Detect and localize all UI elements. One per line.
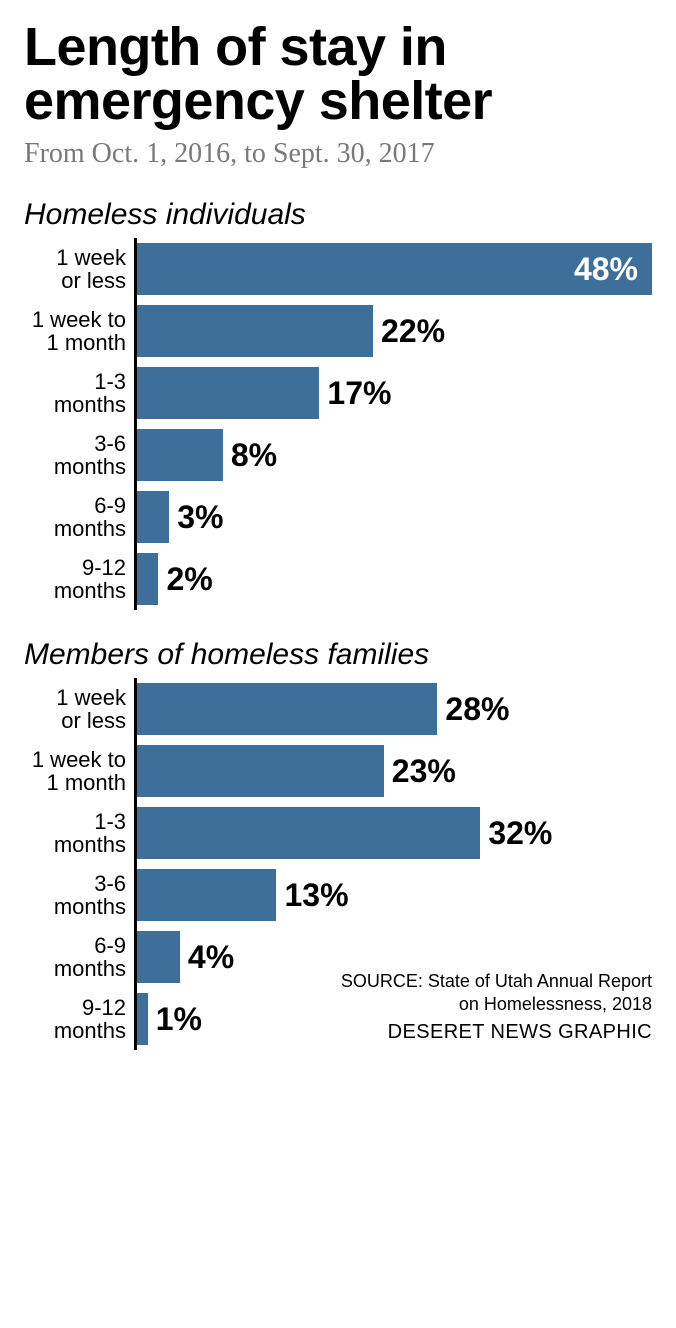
bar-row: 1 weekor less 28%	[24, 678, 652, 740]
bar-category-label: 9-12months	[24, 996, 134, 1042]
bar	[137, 931, 180, 983]
bar-category-label-line: or less	[61, 708, 126, 733]
bar-category-label-line: months	[54, 454, 126, 479]
bar-track: 32%	[137, 802, 652, 864]
bar-category-label: 1-3months	[24, 370, 134, 416]
bar-category-label-line: months	[54, 392, 126, 417]
bar-row: 6-9months 3%	[24, 486, 652, 548]
chart-title: Length of stay in emergency shelter	[24, 20, 652, 128]
bar-category-label: 3-6months	[24, 432, 134, 478]
bar-value-label: 1%	[156, 1001, 202, 1038]
bar-category-label-line: months	[54, 578, 126, 603]
bar-row: 1 week to1 month 23%	[24, 740, 652, 802]
bar-category-label-line: months	[54, 832, 126, 857]
bar-category-label: 1-3months	[24, 810, 134, 856]
bar-value-label: 8%	[231, 437, 277, 474]
bar-track: 17%	[137, 362, 652, 424]
bar-category-label-line: or less	[61, 268, 126, 293]
chart-subtitle: From Oct. 1, 2016, to Sept. 30, 2017	[24, 138, 652, 170]
bar-value-label: 48%	[574, 251, 638, 288]
bar-row: 9-12months 2%	[24, 548, 652, 610]
bar-value-label: 3%	[177, 499, 223, 536]
bar-category-label-line: 9-12	[82, 555, 126, 580]
bar-category-label-line: 1-3	[94, 369, 126, 394]
bar-category-label-line: months	[54, 894, 126, 919]
source-line: SOURCE: State of Utah Annual Report	[341, 970, 652, 993]
bar-row: 1 week to1 month 22%	[24, 300, 652, 362]
bar	[137, 367, 319, 419]
bar-category-label-line: 9-12	[82, 995, 126, 1020]
bar-value-label: 32%	[488, 815, 552, 852]
charts-container: Homeless individuals1 weekor less48%1 we…	[24, 198, 652, 1050]
bar-category-label: 9-12months	[24, 556, 134, 602]
bar-category-label: 6-9months	[24, 494, 134, 540]
bar-category-label-line: months	[54, 956, 126, 981]
bar-row: 1 weekor less 48%	[24, 238, 652, 300]
bar-category-label: 3-6months	[24, 872, 134, 918]
bar-category-label: 1 week to1 month	[24, 748, 134, 794]
bar-track: 28%	[137, 678, 652, 740]
section-title: Members of homeless families	[24, 638, 652, 672]
bar-row: 1-3months 17%	[24, 362, 652, 424]
bar-value-label: 13%	[284, 877, 348, 914]
bar-category-label-line: 1 week	[56, 245, 126, 270]
bar-track: 48%	[137, 238, 652, 300]
bar-category-label-line: 1 month	[47, 770, 127, 795]
bar-value-label: 2%	[166, 561, 212, 598]
bar-row: 1-3months 32%	[24, 802, 652, 864]
bar-value-label: 4%	[188, 939, 234, 976]
section-title: Homeless individuals	[24, 198, 652, 232]
bar-category-label: 1 week to1 month	[24, 308, 134, 354]
bar-category-label-line: 1 week	[56, 685, 126, 710]
source-block: SOURCE: State of Utah Annual Reporton Ho…	[341, 970, 652, 1044]
bar-track: 22%	[137, 300, 652, 362]
source-line: on Homelessness, 2018	[341, 993, 652, 1016]
bar-row: 3-6months 8%	[24, 424, 652, 486]
bar-track: 13%	[137, 864, 652, 926]
bar-chart: 1 weekor less28%1 week to1 month23%1-3mo…	[24, 678, 652, 1050]
bar-category-label-line: 6-9	[94, 493, 126, 518]
bar	[137, 491, 169, 543]
bar-category-label-line: 1 week to	[32, 307, 126, 332]
bar-track: 3%	[137, 486, 652, 548]
bar-track: 2%	[137, 548, 652, 610]
bar-value-label: 22%	[381, 313, 445, 350]
bar-category-label-line: 1 week to	[32, 747, 126, 772]
graphic-credit: DESERET NEWS GRAPHIC	[341, 1021, 652, 1044]
bar-category-label-line: months	[54, 1018, 126, 1043]
bar	[137, 683, 437, 735]
bar-track: 23%	[137, 740, 652, 802]
bar-value-label: 28%	[445, 691, 509, 728]
bar-category-label-line: 1-3	[94, 809, 126, 834]
bar-category-label: 6-9months	[24, 934, 134, 980]
bar-row: 3-6months 13%	[24, 864, 652, 926]
bar	[137, 745, 384, 797]
bar-category-label-line: 3-6	[94, 431, 126, 456]
bar	[137, 869, 276, 921]
bar-chart: 1 weekor less48%1 week to1 month22%1-3mo…	[24, 238, 652, 610]
bar	[137, 305, 373, 357]
bar-track: 8%	[137, 424, 652, 486]
bar-category-label: 1 weekor less	[24, 686, 134, 732]
bar	[137, 429, 223, 481]
bar-category-label-line: 6-9	[94, 933, 126, 958]
bar-value-label: 23%	[392, 753, 456, 790]
bar-category-label-line: months	[54, 516, 126, 541]
bar-category-label-line: 3-6	[94, 871, 126, 896]
bar	[137, 553, 158, 605]
bar-value-label: 17%	[327, 375, 391, 412]
bar	[137, 807, 480, 859]
bar	[137, 993, 148, 1045]
bar-category-label: 1 weekor less	[24, 246, 134, 292]
bar-category-label-line: 1 month	[47, 330, 127, 355]
